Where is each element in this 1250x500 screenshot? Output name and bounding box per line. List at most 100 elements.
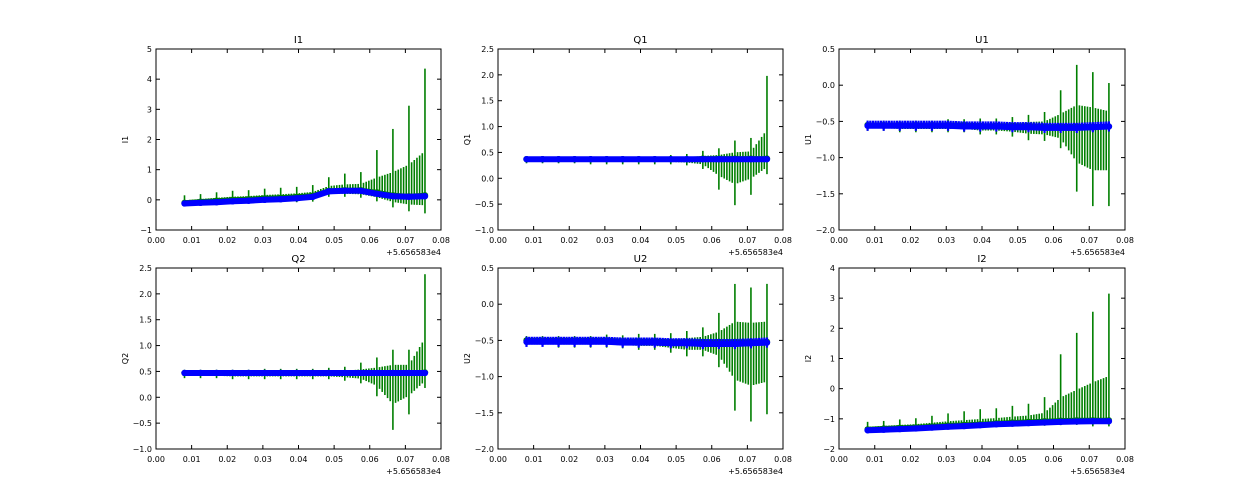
- data-point: [325, 188, 332, 195]
- subplot-title: I2: [977, 254, 986, 265]
- series-green_series: [864, 293, 1113, 434]
- y-tick-label: 1.5: [139, 316, 152, 325]
- series-green_series: [523, 75, 771, 206]
- data-point: [651, 155, 658, 163]
- series-green_series: [181, 274, 429, 430]
- y-tick-label: −0.5: [475, 336, 494, 345]
- data-point: [555, 338, 562, 346]
- x-tick-label: 0.06: [1045, 455, 1063, 464]
- data-point: [864, 427, 871, 434]
- plot-area: [181, 274, 429, 430]
- data-point: [635, 155, 642, 163]
- subplot-q1: 0.00 0.01 0.02 0.03 0.04 0.05 0.06 0.07 0.08 2.5 2…: [463, 35, 792, 257]
- x-tick-label: 0.06: [361, 455, 379, 464]
- x-tick-label: 0.07: [738, 455, 756, 464]
- data-point: [1041, 124, 1048, 132]
- y-tick-label: −1.0: [133, 445, 152, 454]
- y-tick-label: 1: [147, 166, 152, 175]
- x-offset-label: +5.656583e4: [728, 467, 783, 476]
- series-green_series: [864, 64, 1113, 207]
- data-point: [213, 199, 220, 206]
- data-point: [880, 122, 887, 129]
- subplot-title: I1: [294, 35, 303, 46]
- series-green_series: [523, 283, 771, 422]
- y-tick-label: 0.0: [139, 393, 152, 402]
- x-tick-label: 0.06: [703, 236, 721, 245]
- y-tick-label: 0: [830, 385, 835, 394]
- data-point: [181, 200, 188, 207]
- data-point: [747, 155, 755, 163]
- y-axis-label: I2: [804, 355, 813, 362]
- x-tick-label: 0.04: [973, 455, 991, 464]
- data-point: [993, 123, 1000, 130]
- data-point: [181, 369, 188, 377]
- data-point: [619, 339, 626, 346]
- x-tick-label: 0.03: [937, 236, 955, 245]
- plot-area: [864, 64, 1113, 207]
- subplot-title: U2: [634, 254, 648, 265]
- axes-frame: [497, 48, 784, 231]
- data-point: [1009, 123, 1016, 131]
- x-tick-label: 0.02: [218, 455, 236, 464]
- data-point: [421, 193, 429, 200]
- y-tick-label: −1.0: [475, 226, 494, 235]
- y-tick-label: 0.5: [481, 148, 494, 157]
- data-point: [261, 369, 268, 377]
- y-tick-label: −1.5: [475, 409, 494, 418]
- data-point: [1105, 418, 1113, 425]
- data-point: [293, 369, 300, 377]
- y-tick-label: 1.5: [481, 97, 494, 106]
- x-tick-label: 0.01: [525, 455, 543, 464]
- y-tick-label: 4: [830, 264, 835, 273]
- y-tick-label: 3: [147, 105, 152, 114]
- x-tick-label: 0.05: [667, 236, 685, 245]
- data-point: [683, 155, 691, 163]
- y-tick-label: −0.5: [816, 117, 835, 126]
- series-line: [864, 122, 1112, 131]
- data-point: [405, 193, 413, 201]
- series-blue_series: [864, 418, 1113, 434]
- series-green_series: [181, 68, 429, 214]
- x-tick-label: 0.07: [396, 236, 414, 245]
- x-tick-label: 0.02: [218, 236, 236, 245]
- data-point: [763, 339, 771, 346]
- y-tick-label: −0.5: [475, 200, 494, 209]
- series-blue_series: [864, 120, 1113, 133]
- data-point: [1089, 123, 1097, 131]
- x-tick-label: 0.04: [632, 455, 650, 464]
- x-tick-label: 0.07: [1080, 455, 1098, 464]
- plot-area: [181, 68, 429, 214]
- data-point: [1073, 124, 1080, 132]
- subplot-i1: 0.00 0.01 0.02 0.03 0.04 0.05 0.06 0.07 0.08 5 4 3 2…: [121, 35, 450, 257]
- series-line: [523, 338, 770, 347]
- x-tick-label: 0.00: [147, 455, 165, 464]
- data-point: [977, 123, 984, 130]
- data-point: [357, 369, 365, 377]
- data-point: [715, 155, 723, 163]
- x-tick-label: 0.04: [290, 236, 308, 245]
- data-point: [1009, 420, 1016, 427]
- x-tick-label: 0.01: [525, 236, 543, 245]
- data-point: [197, 369, 204, 377]
- y-tick-label: 3: [830, 294, 835, 303]
- x-offset-label: +5.656583e4: [1070, 467, 1125, 476]
- data-point: [880, 426, 887, 433]
- data-point: [523, 338, 530, 346]
- data-point: [912, 122, 920, 129]
- data-point: [539, 155, 546, 163]
- x-tick-label: 0.03: [596, 236, 614, 245]
- data-point: [373, 369, 381, 377]
- data-point: [293, 195, 300, 202]
- x-offset-label: +5.656583e4: [1070, 248, 1125, 257]
- data-point: [571, 338, 578, 346]
- series-blue_series: [181, 187, 429, 207]
- subplot-i2: 0.00 0.01 0.02 0.03 0.04 0.05 0.06 0.07 0.08 4 3 2 1…: [804, 254, 1134, 476]
- data-point: [960, 123, 968, 130]
- data-point: [587, 155, 594, 163]
- data-point: [421, 369, 429, 377]
- x-tick-label: 0.05: [325, 236, 343, 245]
- y-tick-label: −1.5: [816, 190, 835, 199]
- x-tick-label: 0.05: [1009, 455, 1027, 464]
- x-tick-label: 0.04: [973, 236, 991, 245]
- x-tick-label: 0.01: [866, 455, 884, 464]
